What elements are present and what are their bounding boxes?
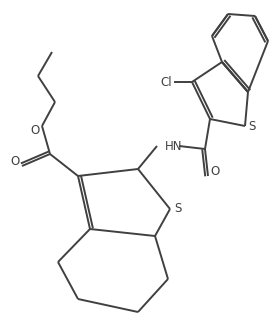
Text: HN: HN <box>165 140 183 153</box>
Text: S: S <box>248 121 255 133</box>
Text: O: O <box>210 165 219 178</box>
Text: Cl: Cl <box>160 75 172 88</box>
Text: O: O <box>11 155 20 168</box>
Text: S: S <box>174 202 181 215</box>
Text: O: O <box>31 124 40 137</box>
